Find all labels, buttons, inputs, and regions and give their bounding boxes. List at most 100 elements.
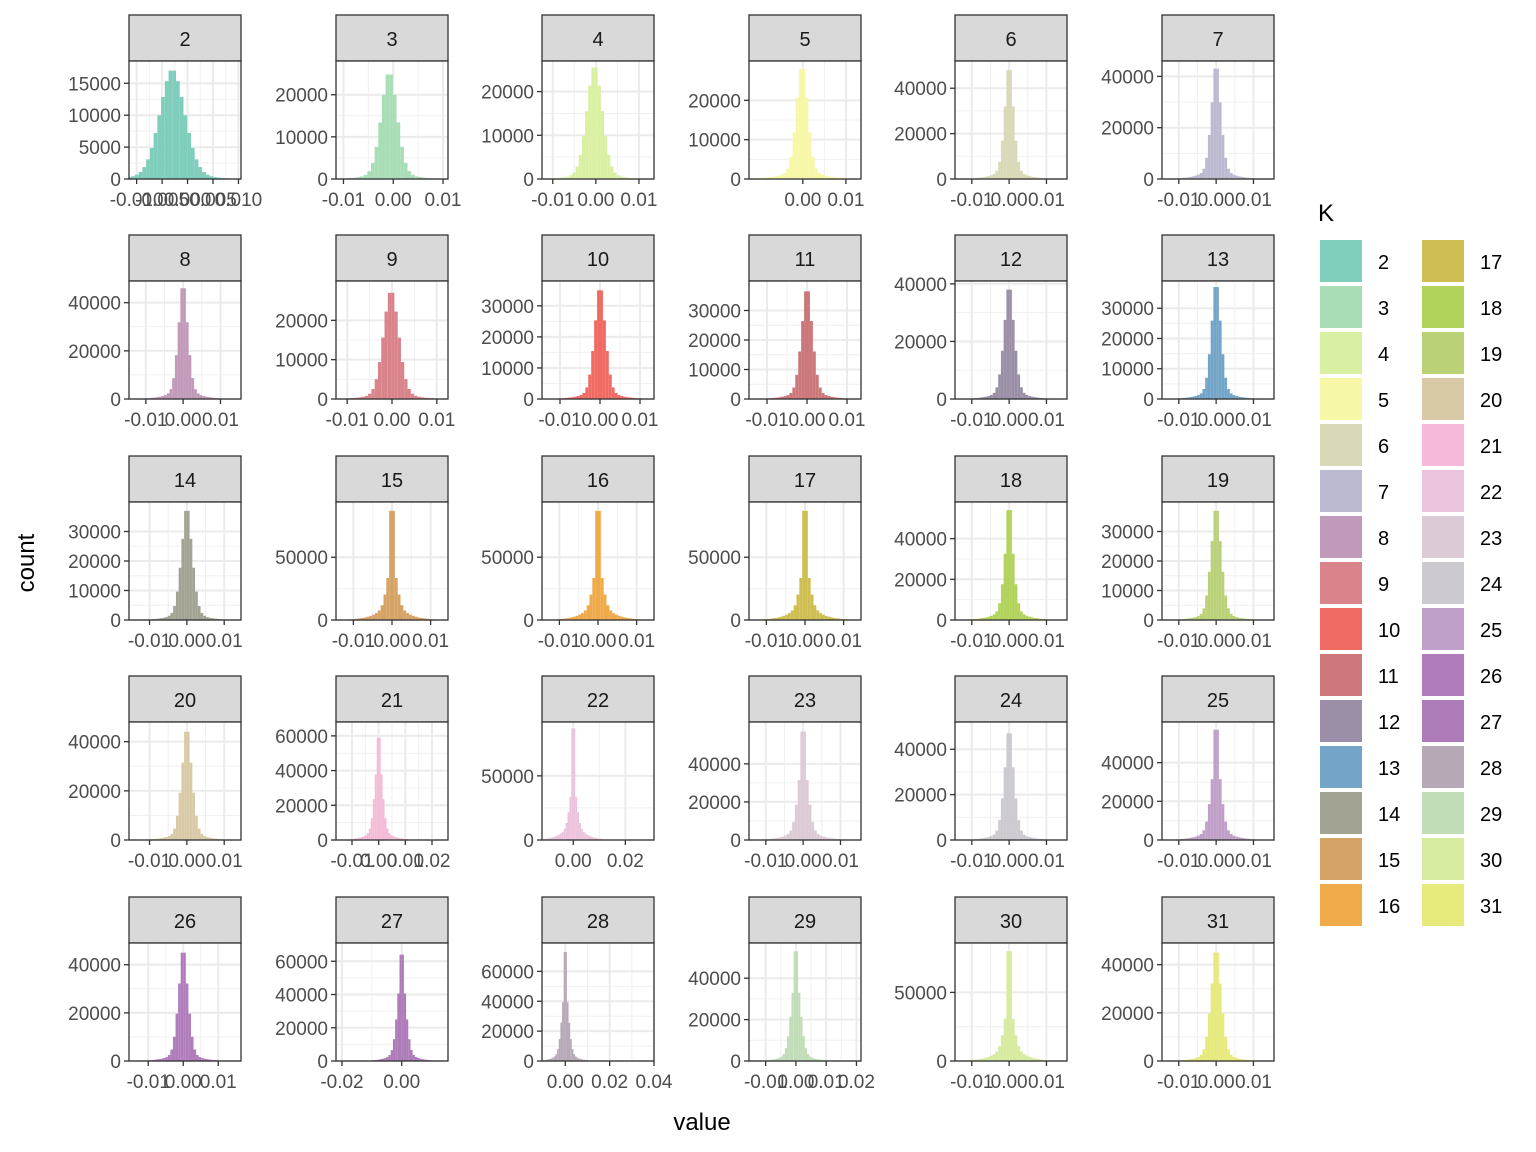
panel-border: [1161, 60, 1275, 180]
bar: [981, 838, 985, 840]
x-tick-label: -0.01: [1157, 1072, 1200, 1093]
bar: [555, 1054, 558, 1061]
bar: [1229, 173, 1233, 179]
x-tick-label: 0.00: [789, 410, 826, 431]
x-tick-label: 0.00: [1198, 631, 1235, 652]
bar: [1011, 553, 1015, 620]
y-tick-label: 10000: [688, 361, 741, 382]
bar: [820, 174, 825, 179]
histogram-bars: [368, 954, 435, 1061]
bar: [374, 146, 379, 179]
legend-key: [1422, 562, 1464, 604]
bar: [811, 156, 815, 179]
bar: [196, 393, 200, 399]
y-tick-label: 0: [936, 1052, 947, 1073]
bar: [789, 156, 793, 179]
legend-label: 20: [1480, 390, 1502, 412]
bar: [562, 1002, 564, 1061]
bar: [1227, 1049, 1230, 1061]
legend-item-30: 30: [1422, 838, 1502, 880]
bar: [371, 162, 375, 179]
panel-k22: 22 0 50000 0.00 0.02: [481, 675, 655, 872]
bar: [1210, 779, 1214, 840]
strip-label-k22: 22: [587, 690, 609, 712]
bar: [802, 1036, 805, 1061]
bar: [582, 392, 586, 399]
y-tick-label: 40000: [1101, 754, 1154, 775]
legend-item-18: 18: [1422, 286, 1502, 328]
y-tick-label: 60000: [481, 962, 534, 983]
bar: [585, 111, 589, 179]
x-tick-label: 0.01: [618, 631, 655, 652]
x-tick-label: 0.00: [168, 631, 205, 652]
bar: [200, 612, 204, 620]
bar: [359, 837, 362, 840]
bar: [783, 835, 787, 840]
strip-k5: [748, 14, 862, 62]
x-tick-label: 0.00: [547, 1072, 584, 1093]
panel-border: [541, 280, 655, 400]
bar: [1227, 830, 1230, 840]
bar: [421, 1059, 424, 1061]
legend-label: 18: [1480, 298, 1502, 320]
bar: [1033, 177, 1037, 179]
strip-label-k4: 4: [592, 29, 603, 51]
y-tick-label: 50000: [275, 548, 328, 569]
strip-k9: [335, 234, 449, 282]
bar: [1031, 837, 1034, 840]
bar: [1186, 397, 1189, 399]
strip-label-k16: 16: [587, 470, 609, 492]
bar: [192, 567, 196, 620]
legend-key: [1422, 884, 1464, 926]
bar: [575, 166, 579, 179]
panel-border: [541, 721, 655, 841]
bar: [382, 799, 385, 840]
histogram-bars: [968, 951, 1051, 1061]
bar: [567, 397, 571, 399]
bar: [165, 1057, 168, 1061]
panel-border: [335, 942, 449, 1062]
bar: [815, 1059, 819, 1061]
bar: [1188, 176, 1192, 179]
strip-label-k2: 2: [179, 29, 190, 51]
bar: [175, 815, 179, 840]
bar: [360, 617, 364, 620]
panel-border: [748, 942, 862, 1062]
panel-k7: 7 0 20000 40000 -0.010.00 0.01: [1101, 14, 1275, 211]
bar: [1210, 320, 1214, 399]
x-tick-label: 0.01: [1028, 190, 1065, 211]
bar: [561, 831, 564, 840]
bar: [193, 1049, 197, 1061]
bar: [378, 122, 382, 179]
bar: [203, 1058, 207, 1061]
bar: [981, 177, 985, 179]
bar: [211, 618, 215, 620]
y-tick-label: 40000: [894, 79, 947, 100]
bar: [590, 836, 593, 840]
bar: [1022, 1054, 1026, 1061]
bar: [830, 176, 834, 179]
bar: [176, 81, 180, 179]
bar: [623, 617, 627, 620]
bar: [827, 837, 831, 840]
bar: [1238, 837, 1241, 840]
panel-k8: 8 0 20000 40000 -0.010.00 0.01: [68, 234, 242, 431]
bar: [1006, 510, 1010, 620]
bar: [1240, 1059, 1244, 1061]
bar: [1199, 393, 1203, 399]
bar: [798, 68, 802, 179]
bar: [131, 176, 135, 179]
legend-key: [1422, 378, 1464, 420]
panel-k27: 27 0 20000 40000 60000 -0.02 0.00: [275, 896, 449, 1093]
bar: [830, 838, 834, 840]
bar: [811, 821, 815, 840]
bar: [626, 397, 630, 399]
bar: [588, 85, 592, 179]
x-tick-label: 0.01: [808, 1072, 845, 1093]
bar: [403, 162, 408, 179]
bar: [620, 396, 624, 399]
legend-key: [1320, 838, 1362, 880]
bar: [157, 1059, 161, 1061]
bar: [979, 397, 982, 399]
bar: [767, 177, 771, 179]
